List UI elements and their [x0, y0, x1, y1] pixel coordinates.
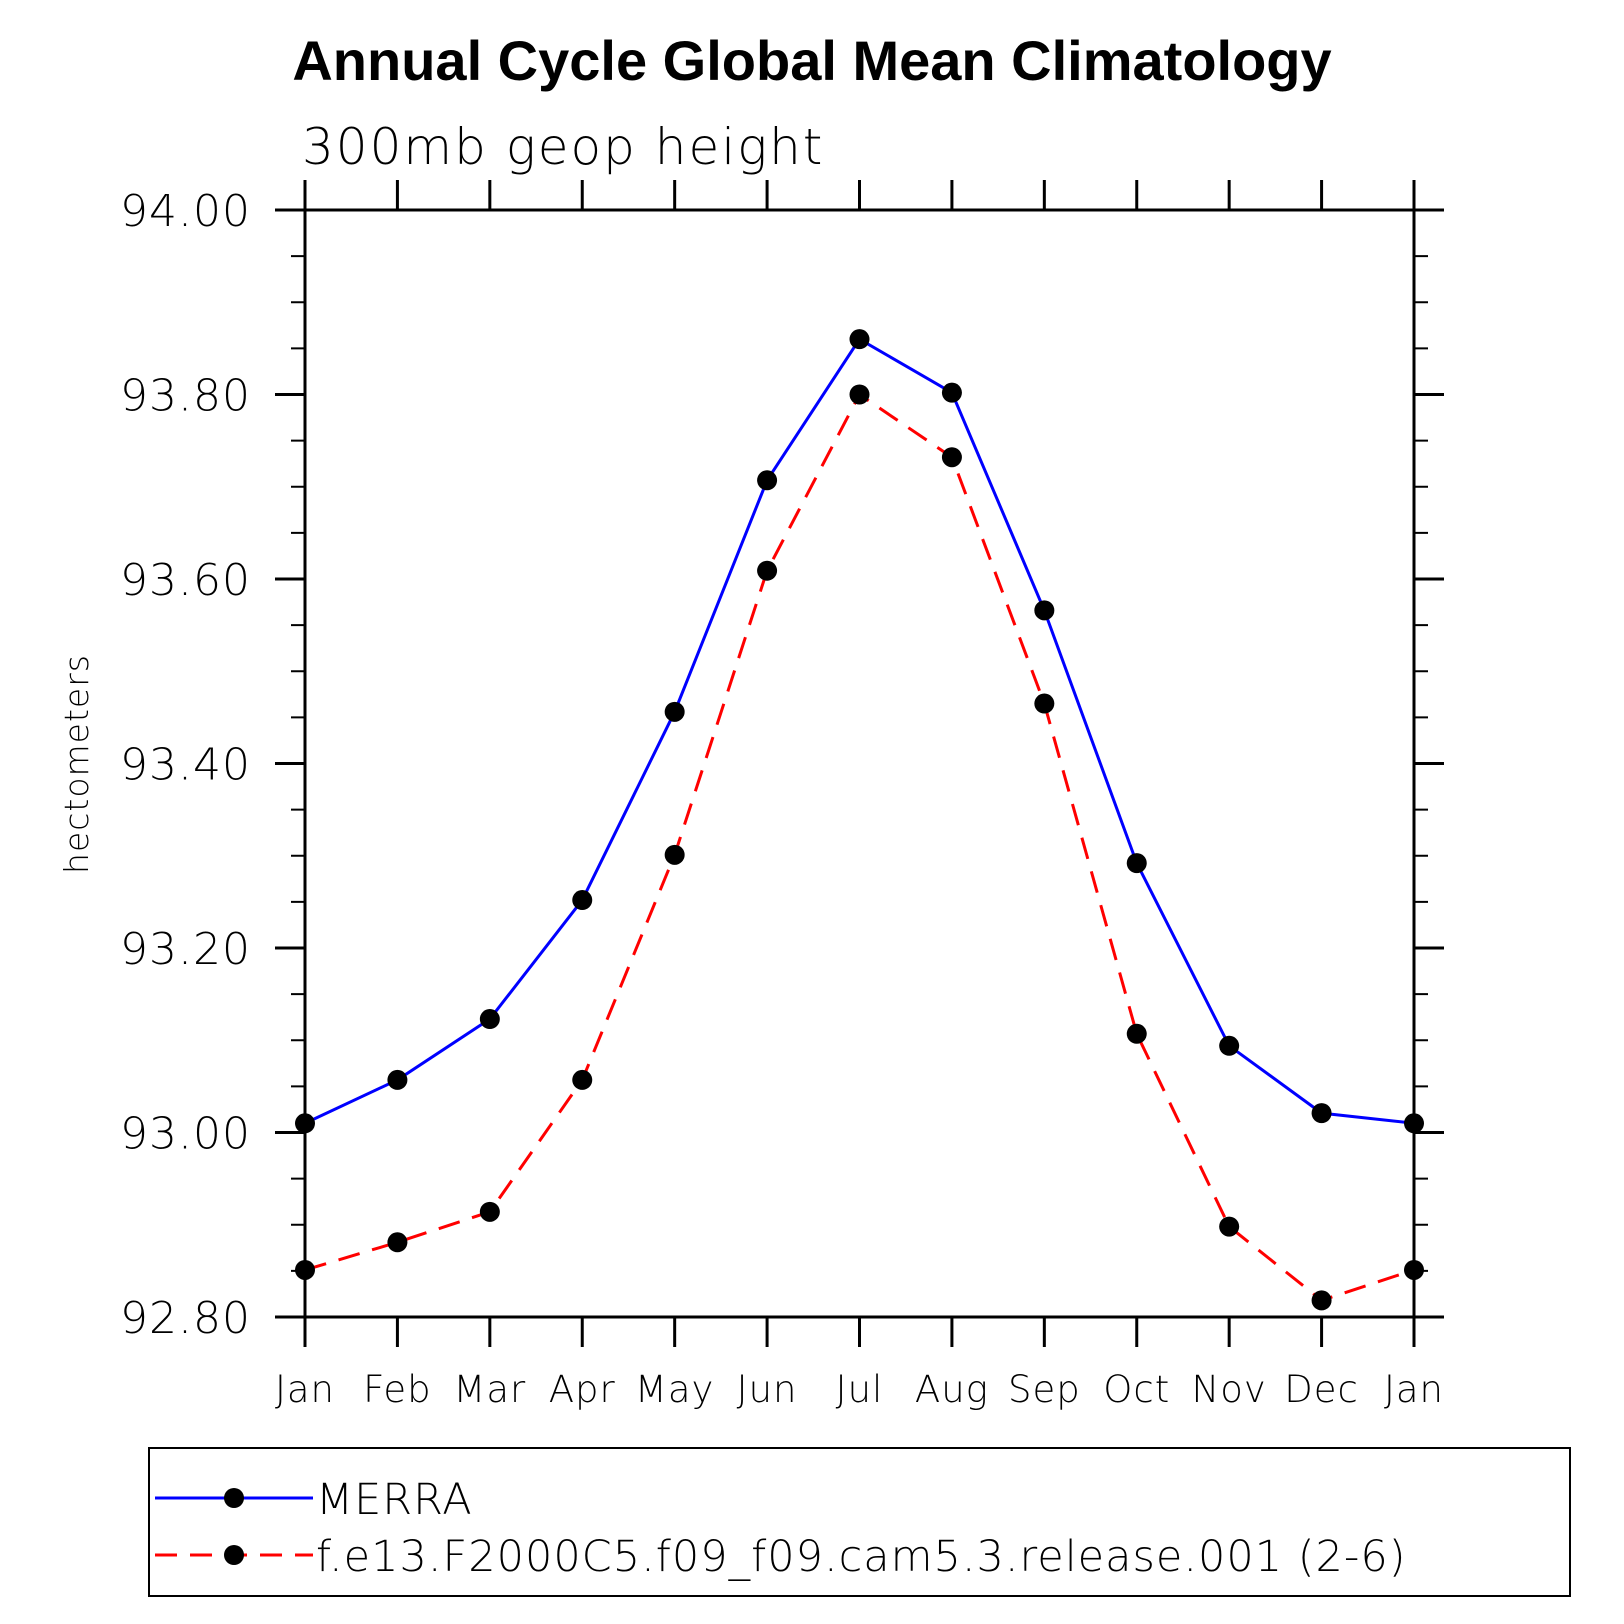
x-tick-label: Sep — [1008, 1368, 1081, 1411]
legend-label: MERRA — [316, 1475, 473, 1525]
tick-labels: Jan Feb Mar Apr May Jun Jul Aug Sep Oct Nov Dec Jan 9… — [120, 186, 1444, 1411]
plot-frame — [303, 208, 1416, 1319]
data-point — [1219, 1035, 1240, 1056]
data-point — [1404, 1259, 1424, 1280]
data-point — [1404, 1113, 1424, 1134]
data-point — [572, 1069, 593, 1090]
x-tick-label: Jan — [275, 1368, 335, 1411]
data-point — [479, 1009, 500, 1030]
y-tick-label: 93.00 — [120, 1109, 251, 1160]
data-point — [295, 1113, 315, 1134]
data-point — [1126, 853, 1147, 874]
data-point — [479, 1201, 500, 1222]
data-point — [572, 890, 593, 911]
data-point — [387, 1069, 408, 1090]
data-point — [1034, 693, 1055, 714]
y-tick-label: 92.80 — [120, 1293, 251, 1344]
x-tick-label: Jun — [737, 1368, 798, 1411]
plot-area — [303, 208, 1416, 1319]
data-point — [1219, 1216, 1240, 1237]
chart-title: Annual Cycle Global Mean Climatology — [292, 29, 1331, 92]
data-point — [664, 844, 685, 865]
y-tick-label: 93.40 — [120, 740, 251, 791]
legend-marker — [224, 1488, 244, 1508]
x-tick-label: Oct — [1103, 1368, 1170, 1411]
legend-marker — [224, 1545, 244, 1565]
x-tick-label: Aug — [915, 1368, 989, 1411]
x-tick-label: Dec — [1284, 1368, 1359, 1411]
legend-box — [148, 1447, 1571, 1597]
x-tick-label: Feb — [363, 1368, 432, 1411]
x-tick-label: Jan — [1384, 1368, 1444, 1411]
data-point — [941, 382, 962, 403]
data-point — [757, 560, 778, 581]
data-point — [1311, 1290, 1332, 1311]
data-point — [1126, 1023, 1147, 1044]
data-point — [387, 1232, 408, 1253]
data-point — [757, 470, 778, 491]
data-point — [1311, 1103, 1332, 1124]
data-point — [664, 701, 685, 722]
data-point — [849, 384, 870, 405]
series-line-1 — [304, 337, 1415, 1125]
x-tick-label: May — [635, 1368, 715, 1411]
y-tick-label: 93.60 — [120, 555, 251, 606]
data-point — [1034, 600, 1055, 621]
chart-subtitle: 300mb geop height — [302, 118, 824, 176]
y-tick-label: 94.00 — [120, 186, 251, 237]
axis-ticks — [275, 180, 1444, 1347]
series-layer — [295, 329, 1424, 1311]
x-tick-label: Nov — [1192, 1368, 1267, 1411]
y-tick-label: 93.20 — [120, 924, 251, 975]
x-tick-label: Apr — [549, 1368, 616, 1411]
data-point — [295, 1259, 315, 1280]
x-tick-label: Jul — [836, 1368, 884, 1411]
data-point — [941, 447, 962, 468]
data-point — [849, 329, 870, 350]
legend: MERRA f.e13.F2000C5.f09_f09.cam5.3.releas… — [148, 1447, 1571, 1597]
x-tick-label: Mar — [453, 1368, 526, 1411]
series-line-2 — [304, 392, 1415, 1303]
y-axis-label: hectometers — [57, 654, 96, 874]
legend-label: f.e13.F2000C5.f09_f09.cam5.3.release.001… — [316, 1532, 1407, 1582]
y-tick-label: 93.80 — [120, 371, 251, 422]
